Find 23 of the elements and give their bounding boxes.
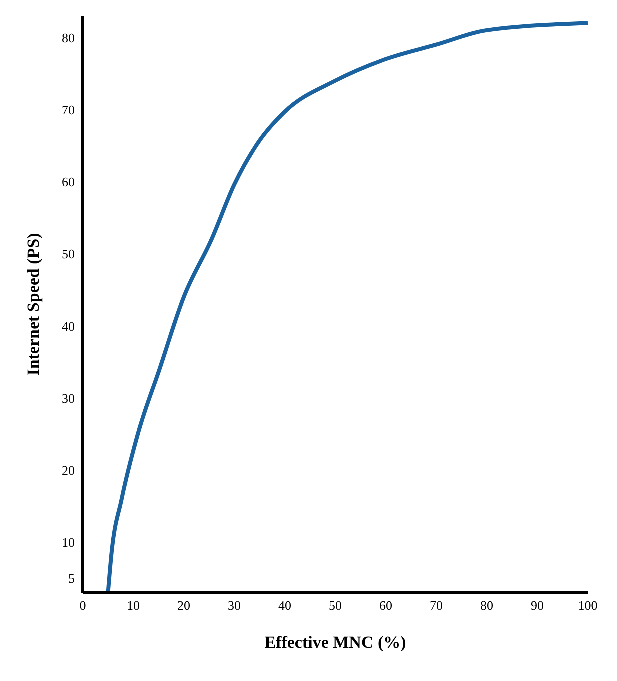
x-axis-title: Effective MNC (%) bbox=[264, 633, 406, 652]
x-tick-label: 80 bbox=[480, 598, 494, 614]
x-tick-label: 70 bbox=[430, 598, 443, 614]
x-tick-label: 10 bbox=[127, 598, 140, 614]
y-tick-label: 10 bbox=[62, 535, 75, 550]
x-tick-label: 60 bbox=[380, 598, 392, 614]
y-tick-label: 60 bbox=[62, 174, 75, 190]
y-axis-title: Internet Speed (PS) bbox=[24, 233, 44, 376]
line-series bbox=[106, 21, 588, 593]
y-tick-label: 70 bbox=[62, 102, 75, 118]
y-tick-label: 30 bbox=[62, 390, 75, 406]
y-tick-label: 5 bbox=[68, 571, 75, 586]
y-tick-label: 50 bbox=[62, 246, 75, 262]
x-tick-label: 40 bbox=[278, 598, 292, 614]
x-tick-label: 20 bbox=[178, 598, 190, 614]
y-tick-label: 20 bbox=[62, 463, 75, 478]
y-tick-label: 40 bbox=[62, 318, 75, 334]
x-tick-label: 50 bbox=[329, 598, 342, 614]
y-tick-label: 80 bbox=[62, 30, 75, 46]
x-tick-label: 90 bbox=[531, 598, 544, 614]
x-tick-label: 30 bbox=[228, 598, 241, 614]
x-tick-label: 100 bbox=[578, 598, 598, 614]
x-tick-label: 0 bbox=[80, 598, 86, 614]
